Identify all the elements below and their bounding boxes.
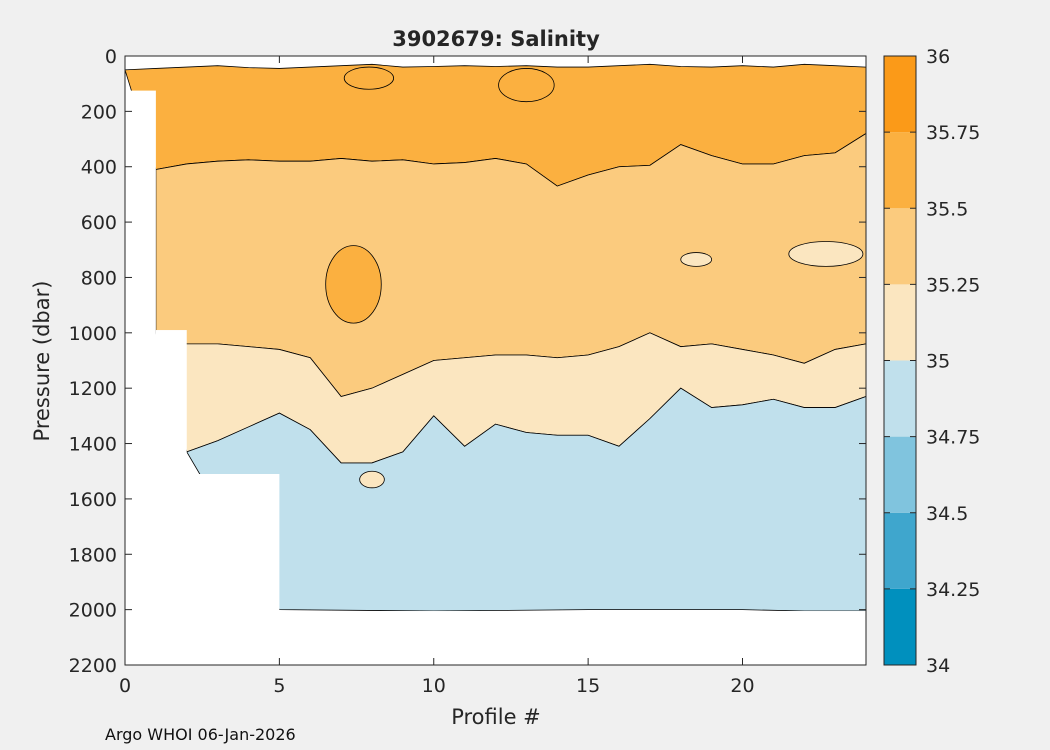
no-data-mask-0 <box>125 90 156 665</box>
footer-credit: Argo WHOI 06-Jan-2026 <box>105 725 296 744</box>
blob-high-profile-8 <box>343 66 395 90</box>
blob-fresh-profile-8-deep <box>359 470 385 489</box>
colorbar-tick-label: 34.75 <box>926 427 980 449</box>
y-tick-label: 1600 <box>69 489 117 511</box>
y-tick-label: 1800 <box>69 544 117 566</box>
colorbar-swatch <box>884 588 916 665</box>
no-data-mask-3 <box>279 611 866 665</box>
colorbar-tick-label: 35.5 <box>926 198 968 220</box>
colorbar-tick-label: 34.25 <box>926 579 980 601</box>
y-tick-label: 200 <box>81 101 117 123</box>
plot-area <box>124 55 867 666</box>
y-tick-label: 1000 <box>69 323 117 345</box>
band-34.75-35 <box>186 387 867 612</box>
y-tick-label: 400 <box>81 157 117 179</box>
x-tick-label: 5 <box>273 675 285 697</box>
y-axis-label: Pressure (dbar) <box>30 281 54 442</box>
colorbar-swatch <box>884 208 916 285</box>
colorbar-swatch <box>884 360 916 437</box>
no-data-mask-1 <box>155 330 187 665</box>
y-tick-label: 800 <box>81 267 117 289</box>
x-tick-label: 0 <box>119 675 131 697</box>
colorbar-swatch <box>884 284 916 361</box>
y-tick-label: 1400 <box>69 434 117 456</box>
x-tick-label: 10 <box>422 675 446 697</box>
x-tick-label: 15 <box>576 675 600 697</box>
colorbar-tick-label: 35.25 <box>926 274 980 296</box>
colorbar-swatch <box>884 132 916 209</box>
salinity-bands <box>124 63 867 612</box>
y-tick-label: 2200 <box>69 655 117 677</box>
blob-high-profile-13 <box>498 68 555 103</box>
x-axis-label: Profile # <box>451 705 541 729</box>
blob-high-profile-8-lower <box>325 245 382 324</box>
colorbar-tick-label: 34 <box>926 655 950 677</box>
y-tick-label: 1200 <box>69 378 117 400</box>
y-tick-label: 0 <box>105 46 117 68</box>
salinity-anomalies <box>325 66 864 489</box>
y-axis: 0 200 400 600 800 1000 1200 1400 1600 1800 2000 220… <box>69 46 866 677</box>
y-tick-label: 600 <box>81 212 117 234</box>
colorbar-tick-label: 34.5 <box>926 503 968 525</box>
x-axis: 0 5 10 15 20 <box>119 56 755 697</box>
no-data-masks <box>125 90 866 665</box>
colorbar-swatch <box>884 436 916 513</box>
colorbar-tick-label: 35 <box>926 351 950 373</box>
no-data-mask-2 <box>186 473 280 665</box>
blob-fresh-profile-22 <box>788 241 864 267</box>
colorbar-tick-label: 36 <box>926 46 950 68</box>
colorbar-swatch <box>884 512 916 589</box>
colorbar-tick-label: 35.75 <box>926 122 980 144</box>
colorbar: 34 34.25 34.5 34.75 35 35.25 35.5 35.75 36 <box>883 46 980 677</box>
chart-title: 3902679: Salinity <box>392 27 600 51</box>
plot-frame <box>124 55 867 666</box>
x-tick-label: 20 <box>730 675 754 697</box>
blob-fresh-profile-18 <box>680 252 713 267</box>
colorbar-swatch <box>884 56 916 133</box>
y-tick-label: 2000 <box>69 600 117 622</box>
